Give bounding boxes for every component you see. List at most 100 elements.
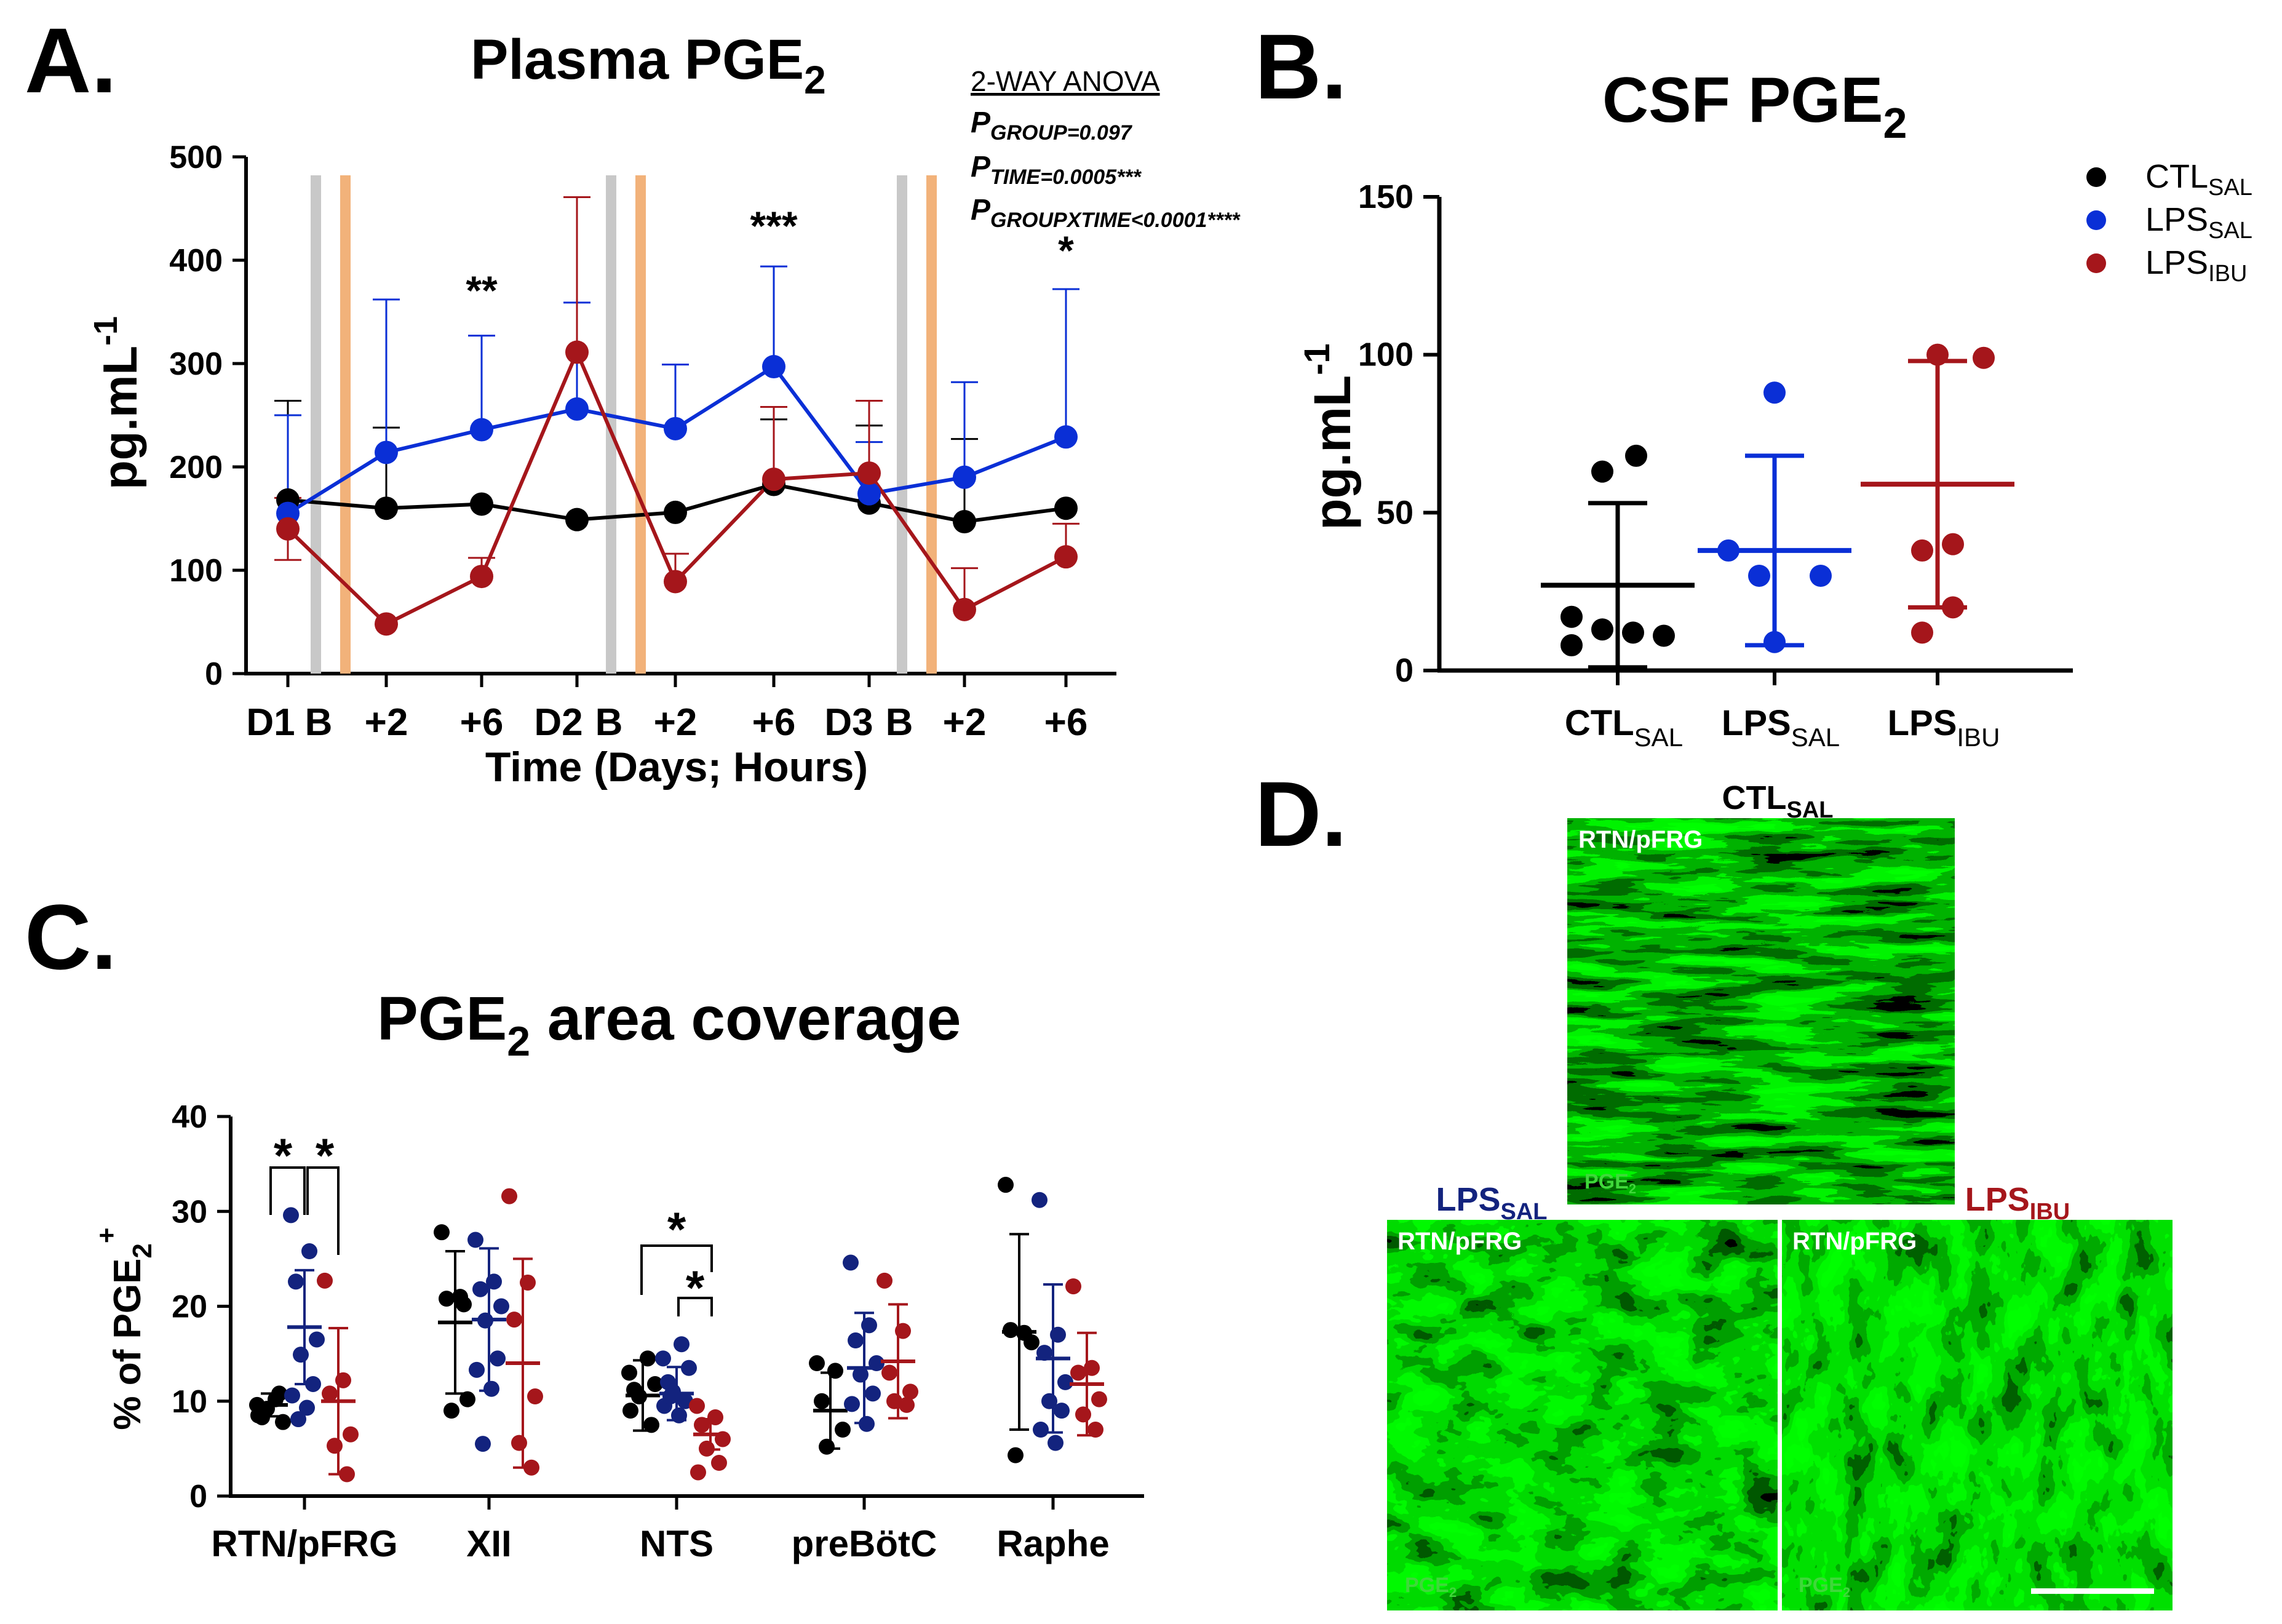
data-point-ctl-sal: [1024, 1334, 1040, 1351]
data-point-lps-ibu: [335, 1372, 351, 1388]
data-point-lps-sal: [288, 1273, 304, 1290]
legend-label-lps-sal: LPSSAL: [2145, 201, 2252, 244]
data-point-lps-ibu: [565, 340, 589, 364]
data-point-lps-sal: [671, 1407, 687, 1423]
injection-band: [635, 175, 646, 674]
data-point-lps-ibu: [762, 468, 785, 492]
x-tick-label: CTLSAL: [1565, 703, 1683, 752]
data-point-ctl-sal: [809, 1355, 825, 1372]
y-tick-label: 30: [172, 1194, 207, 1230]
data-point-lps-ibu: [902, 1383, 918, 1400]
y-tick-label: 100: [1358, 336, 1413, 373]
y-tick-label: 0: [205, 656, 223, 692]
data-point-ctl-sal: [275, 1414, 291, 1430]
panel-c-title: PGE2 area coverage: [377, 984, 961, 1065]
significance-bracket: [640, 1244, 713, 1295]
panel-d: D. CTLSAL RTN/pFRG PGE2 LPSSAL RTN/pFRG …: [1255, 762, 2173, 1610]
panel-a-ylabel: pg.mL-1: [87, 316, 147, 490]
data-point-lps-sal: [861, 1317, 877, 1334]
data-point-ctl-sal: [643, 1417, 659, 1433]
data-point-lps-sal: [470, 418, 493, 442]
data-point-lps-sal: [869, 1355, 885, 1372]
data-point-ctl-sal: [819, 1438, 835, 1455]
data-point-lps-sal: [655, 1350, 671, 1367]
micrograph-ctl-sal: CTLSAL RTN/pFRG PGE2: [1567, 779, 1955, 1204]
data-point-lps-ibu: [1075, 1406, 1091, 1423]
data-point-ctl-sal: [998, 1177, 1014, 1193]
micrograph-image: [1387, 1220, 1778, 1610]
data-point-lps-ibu: [895, 1323, 911, 1339]
panel-b: B. CSF PGE2 pg.mL-1 0 50 100 150 CTLSAL …: [1255, 15, 2252, 752]
data-point-lps-sal: [857, 482, 881, 506]
panel-a-title: Plasma PGE2: [471, 28, 826, 102]
panel-c-y-ticks: 0 10 20 30 40: [172, 1099, 207, 1515]
data-point-lps-sal: [664, 416, 687, 440]
x-tick-label: LPSSAL: [1722, 703, 1840, 752]
panel-a-axes: [233, 155, 1116, 687]
significance-star: *: [1058, 228, 1074, 273]
significance-star: *: [274, 1128, 293, 1182]
significance-bracket: [306, 1166, 340, 1255]
anova-header: 2-WAY ANOVA: [971, 65, 1160, 97]
x-tick-label: D3: [824, 701, 873, 744]
data-point-lps-sal: [284, 1387, 300, 1404]
data-point-lps-sal: [1810, 565, 1832, 587]
data-point-lps-ibu: [881, 1364, 897, 1381]
micrograph-lps-sal: LPSSAL RTN/pFRG PGE2: [1387, 1181, 1778, 1610]
y-tick-label: 0: [1395, 652, 1413, 689]
data-point-lps-sal: [843, 1254, 859, 1271]
x-tick-label: XII: [466, 1523, 511, 1564]
data-point-lps-ibu: [1942, 596, 1964, 619]
data-point-lps-sal: [299, 1399, 315, 1416]
x-tick-label: RTN/pFRG: [211, 1523, 397, 1564]
y-tick-label: 300: [169, 346, 223, 382]
data-point-ctl-sal: [1591, 460, 1613, 483]
legend-label-ctl-sal: CTLSAL: [2145, 158, 2252, 201]
y-tick-label: 40: [172, 1099, 207, 1135]
x-tick-label: LPSIBU: [1888, 703, 2000, 752]
data-point-lps-ibu: [1065, 1278, 1081, 1295]
micrograph-lps-ibu: LPSIBU RTN/pFRG PGE2: [1782, 1181, 2173, 1610]
data-point-ctl-sal: [827, 1363, 843, 1379]
micrograph-stain-label: PGE2: [1584, 1170, 1636, 1196]
data-point-ctl-sal: [470, 492, 493, 516]
x-tick-label: D2: [534, 701, 582, 744]
data-point-lps-ibu: [506, 1312, 522, 1328]
data-point-lps-sal: [853, 1366, 869, 1383]
panel-b-ylabel: pg.mL-1: [1297, 343, 1361, 530]
panel-c: C. PGE2 area coverage % of PGE2+ 0 10 20…: [25, 885, 1144, 1564]
y-tick-label: 10: [172, 1384, 207, 1420]
data-point-lps-ibu: [322, 1385, 338, 1402]
data-point-ctl-sal: [1625, 444, 1647, 467]
data-point-lps-ibu: [1911, 539, 1933, 562]
data-point-lps-sal: [490, 1350, 506, 1367]
x-tick-label: Raphe: [996, 1523, 1109, 1564]
data-point-lps-ibu: [886, 1393, 902, 1409]
significance-star: *: [686, 1260, 705, 1315]
y-tick-label: 0: [189, 1479, 207, 1515]
data-point-lps-sal: [565, 397, 589, 421]
data-point-lps-sal: [469, 1361, 485, 1378]
data-point-lps-ibu: [857, 461, 881, 485]
anova-p-interaction: PGROUPXTIME<0.0001****: [971, 194, 1241, 232]
panel-b-plot-area: [1541, 343, 2014, 670]
data-point-lps-ibu: [1911, 621, 1933, 644]
data-point-ctl-sal: [647, 1375, 663, 1392]
data-point-ctl-sal: [664, 500, 687, 524]
data-point-ctl-sal: [459, 1391, 475, 1407]
data-point-ctl-sal: [621, 1364, 637, 1381]
panel-a-y-ticks: 0 100 200 300 400 500: [169, 140, 223, 692]
data-point-lps-sal: [475, 1436, 491, 1452]
data-point-lps-sal: [467, 1232, 483, 1248]
panel-a-significance: ** *** *: [466, 203, 1074, 313]
data-point-lps-sal: [1032, 1192, 1048, 1208]
data-point-lps-sal: [662, 1388, 678, 1405]
panel-a: A. Plasma PGE2 2-WAY ANOVA PGROUP=0.097 …: [25, 9, 1241, 790]
data-point-lps-ibu: [715, 1431, 731, 1447]
data-point-lps-ibu: [711, 1455, 727, 1471]
data-point-ctl-sal: [1622, 621, 1644, 644]
data-point-ctl-sal: [271, 1385, 287, 1402]
x-tick-label: B: [305, 701, 333, 744]
data-point-lps-sal: [1036, 1345, 1052, 1361]
micrograph-image: [1782, 1220, 2173, 1610]
